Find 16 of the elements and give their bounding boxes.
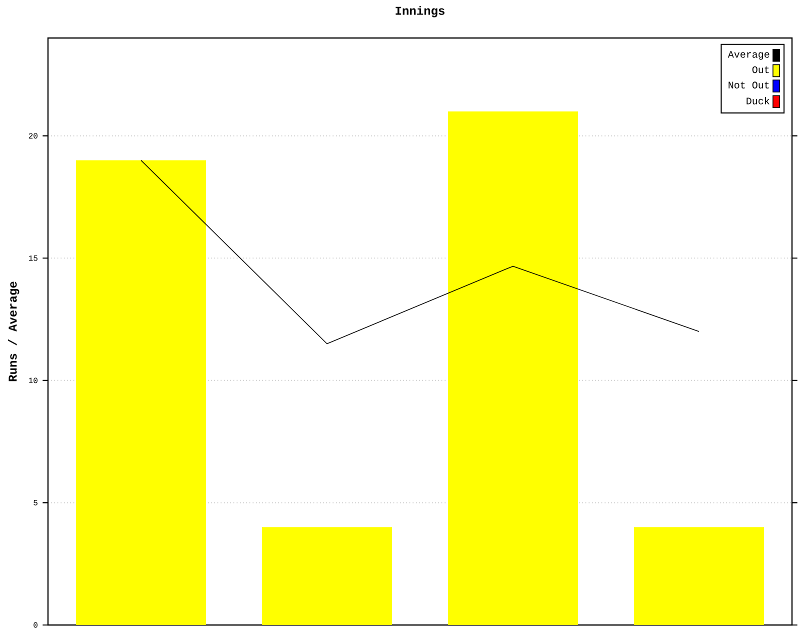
bar: [262, 527, 392, 626]
line-series: [140, 160, 700, 344]
y-tick-label: 5: [34, 500, 38, 506]
y-tick-label: 10: [28, 378, 38, 384]
y-tick-label: 15: [28, 255, 38, 261]
y-tick-label: 20: [28, 133, 38, 139]
bar: [76, 160, 206, 626]
legend-label: Not Out: [728, 82, 769, 88]
y-axis-title: Runs / Average: [8, 282, 20, 382]
bar: [448, 111, 578, 626]
legend-label: Average: [728, 51, 770, 60]
legend-label: Duck: [746, 97, 770, 104]
chart-title: Innings: [396, 6, 444, 18]
bar: [634, 527, 764, 626]
legend-label: Out: [752, 66, 769, 74]
y-tick-label: 0: [34, 622, 38, 628]
